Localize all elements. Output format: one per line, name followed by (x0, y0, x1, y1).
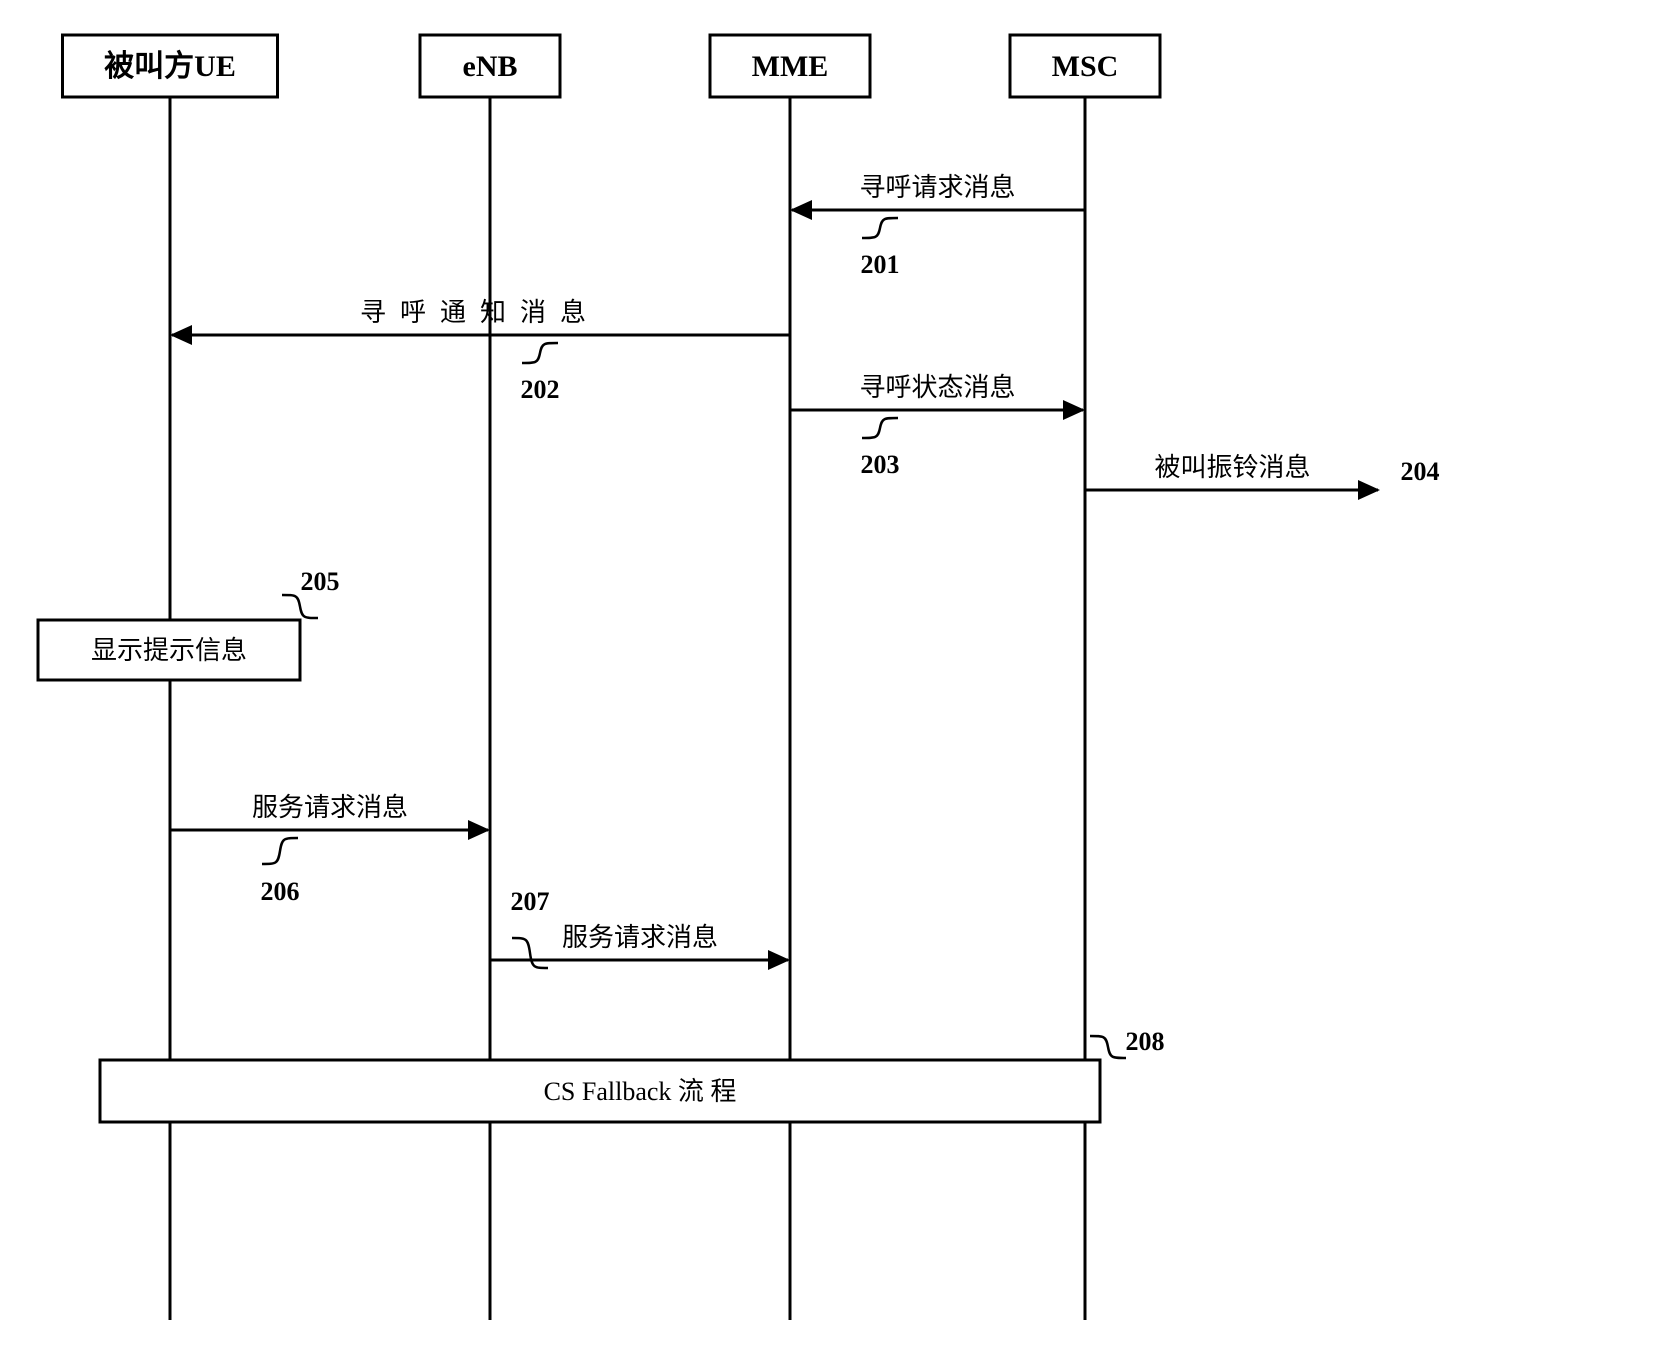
message-label-207: 服务请求消息 (562, 923, 718, 952)
actor-label-ue: 被叫方UE (104, 49, 236, 83)
step-number-201: 201 (861, 250, 900, 279)
step-number-202: 202 (521, 375, 560, 404)
message-arrow-206 (170, 820, 490, 840)
message-arrow-203 (790, 400, 1085, 420)
message-label-204: 被叫振铃消息 (1154, 453, 1310, 482)
message-label-201: 寻呼请求消息 (859, 173, 1015, 202)
step-number-208: 208 (1126, 1027, 1165, 1056)
step-number-204: 204 (1401, 457, 1440, 486)
message-arrow-201 (790, 200, 1085, 220)
fragment-label: CS Fallback 流 程 (544, 1077, 737, 1106)
step-number-203: 203 (861, 450, 900, 479)
message-label-206: 服务请求消息 (252, 793, 408, 822)
step-number-206: 206 (261, 877, 300, 906)
step-number-207: 207 (511, 887, 550, 916)
message-arrow-202 (170, 325, 790, 345)
actor-label-enb: eNB (463, 50, 518, 83)
message-arrow-204 (1085, 480, 1380, 500)
step-number-205: 205 (301, 567, 340, 596)
message-label-202: 寻呼通知消息 (360, 298, 600, 327)
actor-label-mme: MME (752, 50, 829, 83)
message-label-203: 寻呼状态消息 (859, 373, 1015, 402)
actor-label-msc: MSC (1052, 50, 1119, 83)
self-action-label: 显示提示信息 (91, 636, 247, 665)
